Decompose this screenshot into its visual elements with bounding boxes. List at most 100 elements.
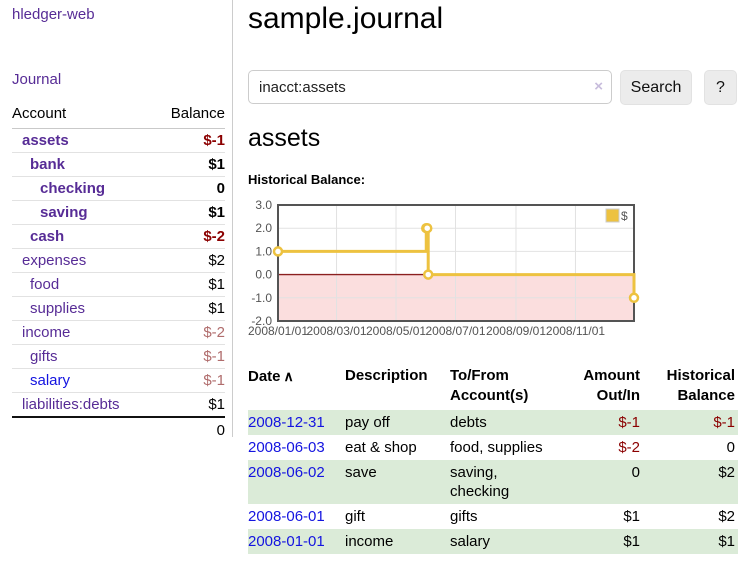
balance-column-header: Balance (153, 100, 225, 129)
app-brand-link[interactable]: hledger-web (12, 6, 95, 23)
account-column-header: Account (12, 100, 154, 129)
transaction-date-link[interactable]: 2008-06-03 (248, 439, 325, 456)
transaction-row: 2008-06-01 gift gifts $1 $2 (248, 504, 738, 529)
svg-text:-1.0: -1.0 (251, 291, 272, 305)
transaction-accounts: saving, checking (450, 464, 510, 500)
svg-text:3.0: 3.0 (255, 198, 272, 212)
account-row: expenses $2 (12, 248, 225, 273)
svg-text:2008/07/01: 2008/07/01 (425, 324, 485, 338)
account-row: gifts $-1 (12, 344, 225, 369)
account-row: cash $-2 (12, 224, 225, 249)
account-link[interactable]: supplies (30, 300, 86, 317)
account-row: supplies $1 (12, 296, 225, 321)
account-link[interactable]: food (30, 276, 60, 293)
transaction-date-link[interactable]: 2008-06-01 (248, 508, 325, 525)
svg-text:-2.0: -2.0 (251, 314, 272, 328)
transaction-row: 2008-12-31 pay off debts $-1 $-1 (248, 410, 738, 435)
help-button[interactable]: ? (704, 70, 737, 105)
transaction-description: save (345, 464, 377, 481)
search-input[interactable] (248, 70, 612, 104)
transaction-description: income (345, 533, 394, 550)
account-heading: assets (248, 124, 321, 152)
transaction-balance: $-1 (713, 414, 735, 431)
account-row: liabilities:debts $1 (12, 392, 225, 418)
transaction-date-link[interactable]: 2008-06-02 (248, 464, 325, 481)
account-row: assets $-1 (12, 128, 225, 153)
search-button[interactable]: Search (620, 70, 692, 105)
account-balance: $-1 (153, 368, 225, 393)
svg-text:2008/03/01: 2008/03/01 (306, 324, 366, 338)
transaction-amount: $1 (623, 508, 640, 525)
accounts-total-value: 0 (153, 416, 225, 443)
transaction-accounts: debts (450, 414, 487, 431)
sort-ascending-icon: ∧ (283, 368, 294, 384)
clear-search-icon[interactable]: × (594, 78, 603, 95)
account-link[interactable]: expenses (22, 252, 87, 269)
historical-balance-column-header: Historical Balance (666, 367, 735, 404)
transaction-amount: $1 (623, 533, 640, 550)
transaction-date-link[interactable]: 2008-01-01 (248, 533, 325, 550)
svg-text:2008/01/01: 2008/01/01 (248, 324, 308, 338)
historical-balance-chart: 3.0 2.0 1.0 0.0 -1.0 -2.0 2008/01/01 2008/03/01… (245, 198, 645, 348)
transaction-accounts: salary (450, 533, 491, 550)
date-column-header[interactable]: Date ∧ (248, 368, 294, 385)
account-link[interactable]: cash (30, 228, 65, 245)
account-balance: $-2 (153, 224, 225, 249)
svg-text:2008/09/01: 2008/09/01 (486, 324, 546, 338)
svg-text:1.0: 1.0 (255, 244, 272, 258)
search-form: × (248, 70, 612, 104)
transaction-balance: $2 (718, 508, 735, 525)
account-balance: $-2 (153, 320, 225, 345)
transaction-row: 2008-01-01 income salary $1 $1 (248, 529, 738, 554)
transaction-description: eat & shop (345, 439, 417, 456)
svg-text:2008/05/01: 2008/05/01 (366, 324, 426, 338)
transaction-date-link[interactable]: 2008-12-31 (248, 414, 325, 431)
description-column-header: Description (345, 367, 428, 384)
account-link[interactable]: checking (40, 180, 106, 197)
account-balance: $-1 (153, 128, 225, 153)
register-table-header: Date ∧ Description To/From Account(s) Amo… (248, 360, 738, 410)
account-balance: $1 (153, 296, 225, 321)
accounts-table: Account Balance assets $-1 bank $1 chec (12, 100, 225, 443)
account-link[interactable]: salary (30, 372, 71, 389)
transaction-amount: $-1 (618, 414, 640, 431)
transaction-balance: $1 (718, 533, 735, 550)
chart-title: Historical Balance: (248, 172, 366, 187)
account-row: food $1 (12, 272, 225, 297)
transaction-row: 2008-06-02 save saving, checking 0 $2 (248, 460, 738, 504)
account-link[interactable]: saving (40, 204, 88, 221)
account-row: salary $-1 (12, 368, 225, 393)
account-row: saving $1 (12, 200, 225, 225)
account-balance: $1 (153, 272, 225, 297)
account-link[interactable]: bank (30, 156, 66, 173)
page-title: sample.journal (248, 2, 444, 35)
account-balance: $2 (153, 248, 225, 273)
account-link[interactable]: assets (22, 132, 69, 149)
account-row: checking 0 (12, 176, 225, 201)
svg-text:0.0: 0.0 (255, 268, 272, 282)
account-link[interactable]: gifts (30, 348, 58, 365)
account-row: bank $1 (12, 152, 225, 177)
transaction-row: 2008-06-03 eat & shop food, supplies $-2… (248, 435, 738, 460)
account-balance: $1 (153, 200, 225, 225)
account-link[interactable]: income (22, 324, 71, 341)
sidebar: hledger-web Journal Account Balance asse… (0, 0, 233, 443)
sidebar-item-journal[interactable]: Journal (12, 71, 62, 88)
transaction-balance: 0 (726, 439, 735, 456)
account-balance: $1 (153, 152, 225, 177)
register-table: Date ∧ Description To/From Account(s) Amo… (248, 360, 738, 554)
account-balance: 0 (153, 176, 225, 201)
svg-text:2.0: 2.0 (255, 221, 272, 235)
transaction-description: pay off (345, 414, 390, 431)
account-link[interactable]: liabilities:debts (22, 396, 120, 413)
transaction-balance: $2 (718, 464, 735, 481)
transaction-accounts: food, supplies (450, 439, 543, 456)
transaction-amount: $-2 (618, 439, 640, 456)
account-balance: $1 (153, 392, 225, 418)
accounts-table-header: Account Balance (12, 100, 225, 129)
account-row: income $-2 (12, 320, 225, 345)
transaction-description: gift (345, 508, 366, 525)
amount-column-header: Amount Out/In (583, 367, 640, 404)
accounts-column-header: To/From Account(s) (450, 367, 529, 404)
